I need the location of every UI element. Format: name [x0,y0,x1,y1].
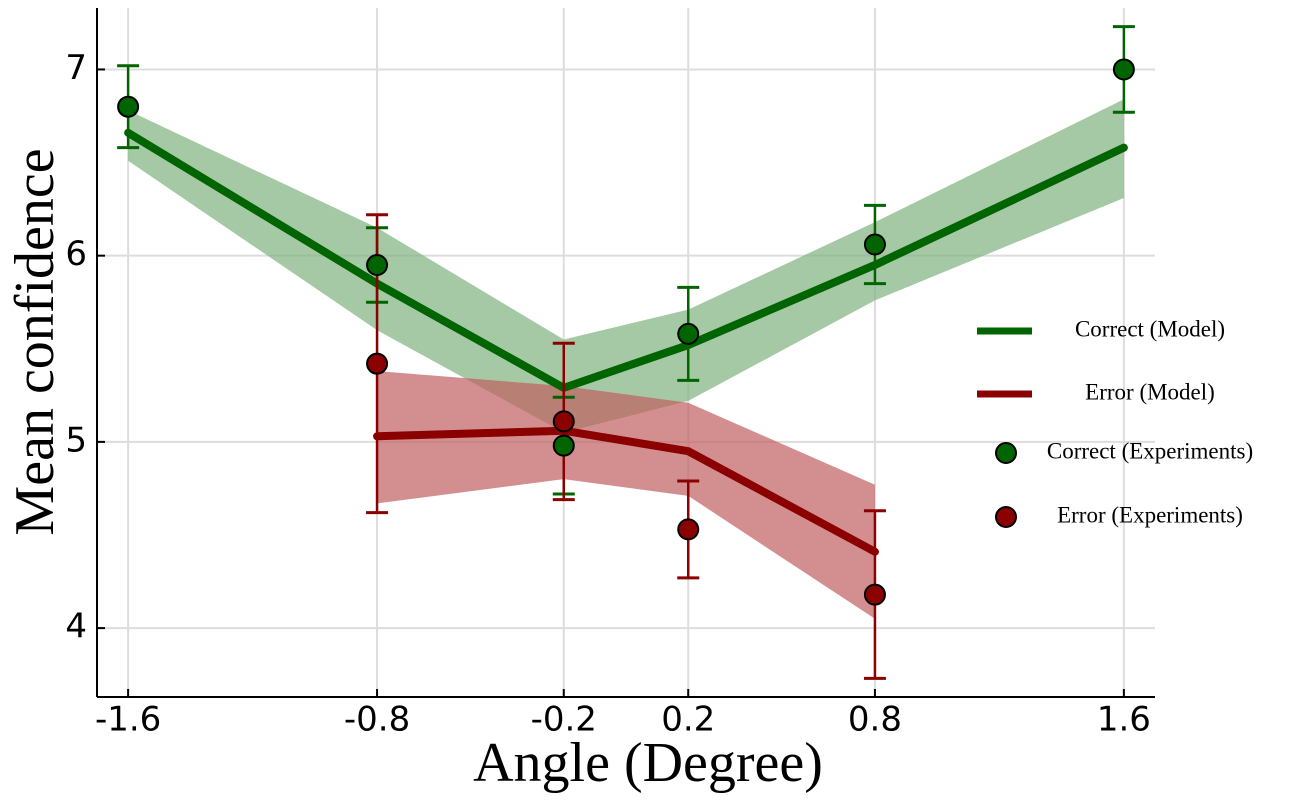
x-tick-label: 1.6 [1097,700,1151,740]
data-point [117,95,140,118]
data-point [1112,58,1135,81]
confidence-band [128,99,1124,433]
legend-swatch [995,442,1017,464]
data-point [366,352,389,375]
y-axis-label: Mean confidence [4,148,66,535]
data-point [552,410,575,433]
x-tick-label: -1.6 [95,700,161,740]
legend-swatch [995,506,1017,528]
legend-label: Correct (Model) [1075,316,1225,341]
x-tick-label: -0.2 [531,700,597,740]
data-point [366,253,389,276]
data-point [677,322,700,345]
x-axis-label: Angle (Degree) [473,732,823,794]
data-point [863,583,886,606]
x-tick-label: 0.8 [848,700,902,740]
legend-label: Error (Experiments) [1057,502,1243,527]
model-line [373,426,879,556]
x-tick-label: 0.2 [661,700,715,740]
y-tick-label: 7 [65,48,87,88]
legend-label: Correct (Experiments) [1047,438,1253,463]
y-tick-label: 6 [65,234,87,274]
y-tick-label: 5 [65,420,87,460]
x-tick-label: -0.8 [344,700,410,740]
data-point [863,233,886,256]
y-tick-label: 4 [65,607,87,647]
confidence-band [377,371,875,619]
data-point [677,518,700,541]
model-line [124,128,1128,392]
legend-label: Error (Model) [1085,379,1215,404]
data-point [552,434,575,457]
